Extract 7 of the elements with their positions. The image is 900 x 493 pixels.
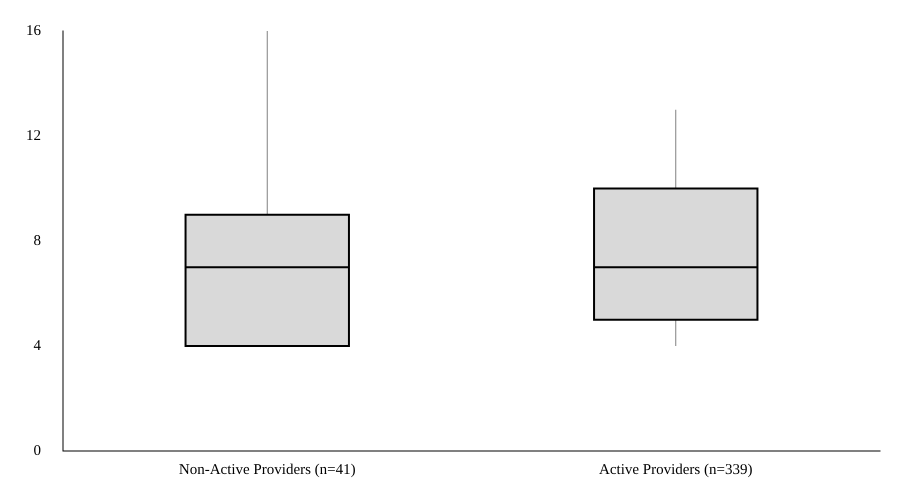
x-tick-label: Active Providers (n=339): [599, 462, 752, 478]
y-tick-label: 4: [34, 338, 42, 354]
y-tick-label: 12: [26, 128, 41, 144]
y-tick-label: 16: [26, 22, 42, 39]
y-tick-label: 8: [34, 232, 41, 249]
y-tick-label: 0: [34, 442, 41, 459]
x-tick-label: Non-Active Providers (n=41): [178, 462, 356, 478]
